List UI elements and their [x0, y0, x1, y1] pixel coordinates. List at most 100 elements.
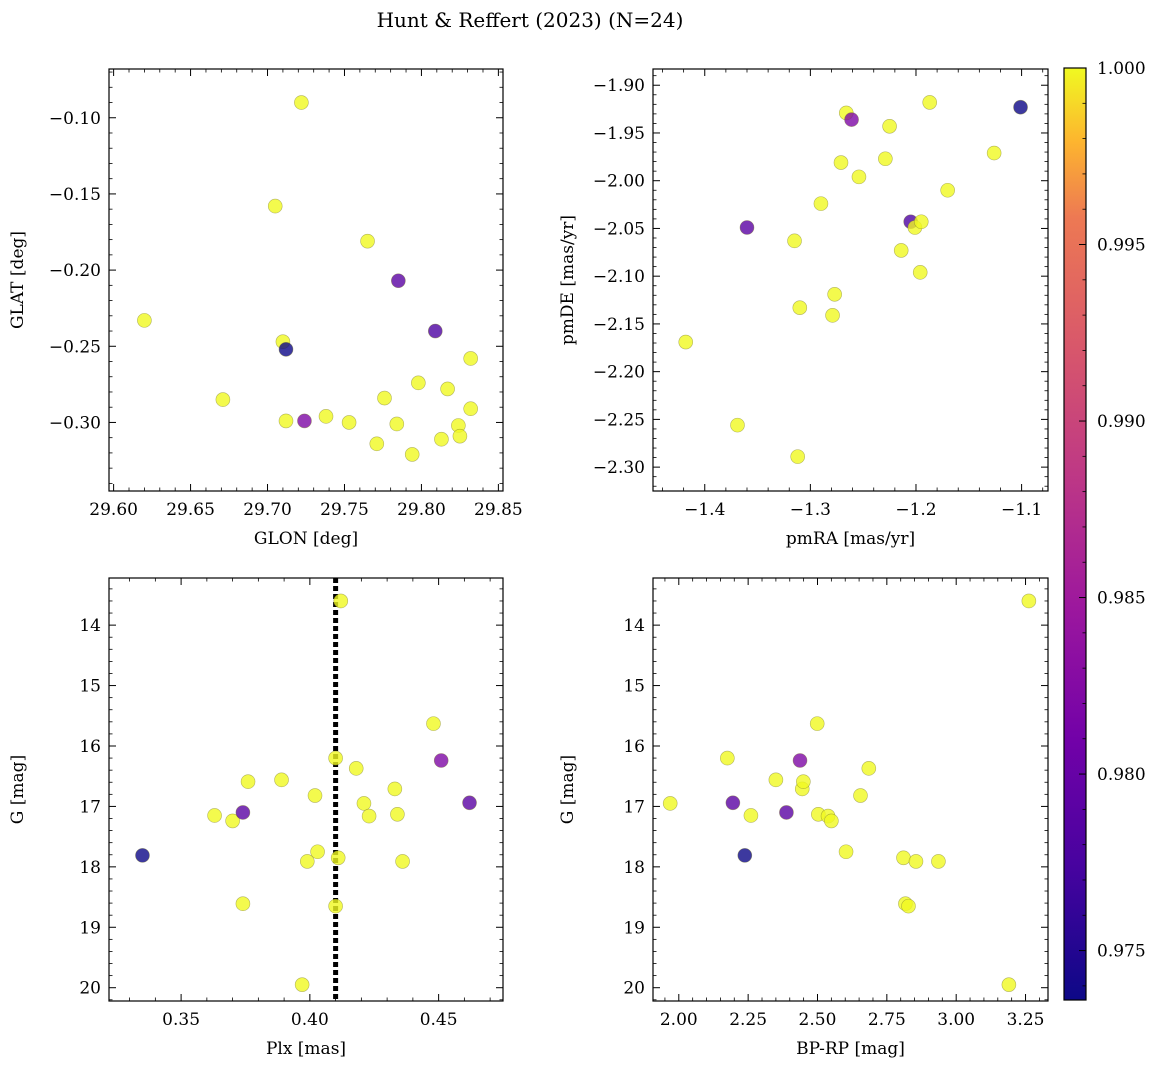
scatter-point — [737, 848, 753, 863]
scatter-point — [411, 375, 426, 391]
scatter-point — [389, 416, 405, 432]
colorbar: 0.975 0.980 0.985 0.990 0.995 1.000 — [1063, 59, 1146, 1001]
x-tick-label: 3.00 — [937, 1010, 975, 1030]
x-tick-label: −1.2 — [895, 500, 936, 520]
scatter-point — [387, 781, 403, 797]
scatter-point — [294, 95, 309, 110]
y-tick-label: −2.15 — [593, 315, 645, 335]
y-tick-label: 17 — [79, 797, 101, 817]
scatter-point — [792, 753, 808, 768]
scatter-point — [348, 761, 364, 776]
y-tick-label: −0.20 — [49, 261, 101, 281]
scatter-point — [851, 169, 867, 185]
scatter-point — [225, 813, 240, 829]
scatter-point — [809, 716, 825, 731]
scatter-point — [235, 805, 251, 820]
scatter-point — [901, 898, 916, 914]
y-axis-label: pmDE [mas/yr] — [558, 215, 578, 345]
scatter-point — [267, 198, 283, 214]
y-axis-label: G [mag] — [558, 755, 578, 824]
scatter-point — [743, 808, 759, 823]
scatter-point — [310, 844, 325, 860]
scatter-point — [434, 431, 449, 447]
x-tick-label: 2.25 — [729, 1010, 767, 1030]
colorbar-tick-label: 0.975 — [1097, 942, 1146, 962]
scatter-point — [328, 750, 343, 766]
colorbar-frame — [1063, 67, 1087, 1001]
y-tick-label: −2.10 — [593, 267, 645, 287]
colorbar-tick-label: 1.000 — [1097, 59, 1146, 79]
scatter-point — [779, 805, 794, 820]
scatter-point — [1021, 593, 1037, 609]
scatter-point — [426, 716, 441, 731]
scatter-point — [427, 323, 443, 339]
y-tick-label: −2.05 — [593, 219, 645, 239]
x-tick-label: 2.00 — [660, 1010, 698, 1030]
scatter-point — [404, 447, 420, 462]
x-tick-label: 29.85 — [474, 500, 523, 520]
x-tick-label: 0.45 — [420, 1010, 458, 1030]
scatter-point — [463, 351, 478, 366]
scatter-point — [725, 795, 741, 811]
scatter-point — [882, 118, 897, 134]
x-tick-label: 0.35 — [162, 1010, 200, 1030]
y-tick-label: 18 — [623, 858, 645, 878]
scatter-point — [137, 313, 152, 328]
y-tick-label: 19 — [623, 918, 645, 938]
y-tick-label: 15 — [79, 677, 101, 697]
scatter-point — [318, 409, 334, 424]
scatter-point — [833, 155, 849, 170]
y-tick-label: −0.30 — [49, 413, 101, 433]
scatter-point — [297, 413, 312, 429]
colorbar-gradient — [1064, 68, 1086, 1000]
x-tick-label: 2.50 — [799, 1010, 837, 1030]
scatter-point — [341, 415, 357, 430]
scatter-point — [720, 750, 735, 766]
scatter-point — [913, 214, 929, 230]
y-tick-label: −2.00 — [593, 172, 645, 192]
colorbar-tick-label: 0.985 — [1097, 589, 1146, 609]
scatter-point — [787, 233, 802, 249]
x-tick-label: −1.1 — [1001, 500, 1042, 520]
scatter-point — [452, 428, 468, 444]
scatter-point — [433, 753, 449, 768]
scatter-point — [369, 436, 385, 452]
scatter-point — [299, 854, 315, 869]
scatter-point — [274, 772, 289, 788]
x-axis-label: Plx [mas] — [266, 1039, 346, 1059]
x-tick-label: 2.75 — [868, 1010, 906, 1030]
scatter-point — [824, 813, 839, 829]
scatter-point — [844, 112, 859, 127]
scatter-point — [307, 788, 323, 803]
scatter-point — [333, 593, 349, 609]
y-tick-label: −0.10 — [49, 109, 101, 129]
x-tick-label: 29.80 — [397, 500, 446, 520]
scatter-point — [330, 850, 346, 866]
scatter-point — [463, 401, 478, 417]
panel-plx-g: 0.35 0.40 0.45 14 15 16 17 18 19 20 Plx [mas] G [ma… — [8, 577, 504, 1059]
scatter-point — [662, 796, 678, 811]
scatter-point — [135, 848, 150, 863]
scatter-point — [768, 772, 784, 788]
scatter-point — [861, 761, 877, 776]
x-tick-label: −1.4 — [684, 500, 725, 520]
scatter-point — [790, 449, 805, 464]
panel-bprp-g: 2.00 2.25 2.50 2.75 3.00 3.25 14 15 16 17 18 19 20 BP… — [558, 577, 1049, 1059]
panel-pmra-pmde: −1.4 −1.3 −1.2 −1.1 −2.30 −2.25 −2.20 −2.15 −2.1… — [558, 68, 1049, 549]
scatter-point — [739, 220, 755, 235]
plot-frame — [652, 577, 1049, 1002]
scatter-point — [278, 413, 294, 429]
scatter-point — [377, 390, 392, 406]
colorbar-tick-label: 0.990 — [1097, 412, 1146, 432]
scatter-point — [931, 854, 946, 869]
colorbar-tick-label: 0.995 — [1097, 236, 1146, 256]
scatter-point — [792, 300, 808, 315]
scatter-point — [1013, 99, 1028, 115]
scatter-point — [240, 774, 256, 789]
scatter-point — [1001, 977, 1017, 992]
y-tick-label: 20 — [623, 979, 645, 999]
x-tick-label: 3.25 — [1007, 1010, 1045, 1030]
y-tick-label: 16 — [623, 737, 645, 757]
scatter-point — [878, 151, 893, 167]
y-axis-label: G [mag] — [8, 755, 28, 824]
